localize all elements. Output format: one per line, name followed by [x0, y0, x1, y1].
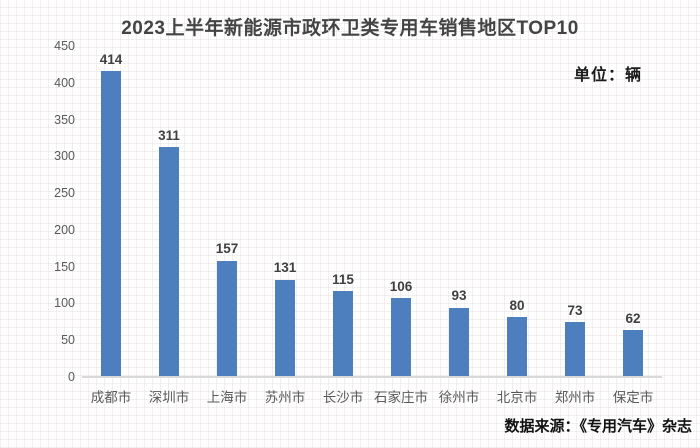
bar [565, 322, 585, 376]
y-tick-label: 150 [54, 259, 75, 274]
bar [449, 307, 469, 376]
bar-value-label: 62 [625, 310, 641, 326]
bar-value-label: 80 [509, 297, 525, 313]
bar-column: 131 [256, 47, 314, 376]
bar [333, 291, 353, 376]
bar-value-label: 73 [567, 302, 583, 318]
bar [159, 147, 179, 376]
bar-column: 80 [488, 47, 546, 376]
chart-title: 2023上半年新能源市政环卫类专用车销售地区TOP10 [121, 18, 579, 39]
bar-value-label: 93 [451, 288, 467, 304]
bar [275, 279, 295, 376]
x-axis-label: 保定市 [612, 390, 654, 405]
x-axis-label: 长沙市 [322, 390, 364, 405]
y-tick-label: 450 [54, 39, 75, 53]
bar-column: 115 [314, 47, 372, 376]
x-axis-label: 石家庄市 [374, 390, 428, 405]
x-axis-label: 郑州市 [554, 390, 596, 405]
bar-series: 414 311 157 131 115 106 93 80 73 62 [82, 47, 662, 376]
bar-column: 311 [140, 47, 198, 376]
plot-area: 414 311 157 131 115 106 93 80 73 62 [82, 47, 662, 378]
bar-column: 73 [546, 47, 604, 376]
x-axis-label: 上海市 [206, 390, 248, 405]
x-axis-label: 深圳市 [148, 390, 190, 405]
unit-label: 单位：辆 [573, 67, 642, 84]
y-tick-label: 350 [54, 112, 75, 127]
y-tick-label: 250 [54, 186, 75, 201]
bar [101, 71, 121, 376]
x-axis-label: 成都市 [90, 390, 132, 405]
bar [507, 317, 527, 376]
bar-value-label: 115 [332, 271, 354, 287]
bar [623, 330, 643, 376]
bar [217, 260, 237, 376]
bar [391, 298, 411, 376]
bar-value-label: 157 [215, 241, 239, 257]
x-axis: 成都市 深圳市 上海市 苏州市 长沙市 石家庄市 徐州市 北京市 郑州市 保定市 [82, 386, 662, 406]
y-tick-label: 50 [61, 333, 75, 348]
y-tick-label: 200 [54, 222, 75, 237]
x-axis-label: 北京市 [496, 390, 538, 405]
y-axis: 0 50 100 150 200 250 300 350 400 450 [38, 0, 75, 448]
bar-column: 62 [604, 47, 662, 376]
y-tick-label: 300 [54, 149, 75, 164]
bar-value-label: 131 [273, 260, 297, 276]
bar-column: 414 [82, 47, 140, 376]
bar-value-label: 311 [158, 127, 180, 143]
data-source-label: 数据来源：《专用汽车》杂志 [504, 419, 692, 435]
bar-value-label: 414 [99, 51, 123, 67]
y-tick-label: 0 [68, 370, 75, 384]
x-axis-label: 苏州市 [264, 390, 306, 405]
x-axis-label: 徐州市 [438, 390, 480, 405]
bar-column: 157 [198, 47, 256, 376]
bar-column: 106 [372, 47, 430, 376]
bar-column: 93 [430, 47, 488, 376]
bar-value-label: 106 [389, 278, 413, 294]
y-tick-label: 400 [54, 75, 75, 90]
y-tick-label: 100 [54, 296, 75, 311]
